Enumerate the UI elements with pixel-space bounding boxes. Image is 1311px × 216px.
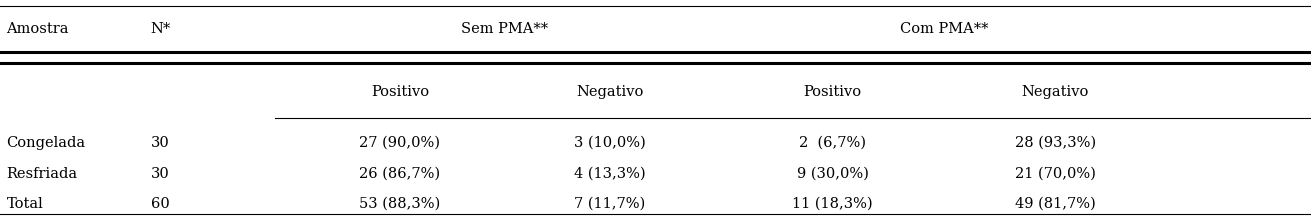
Text: Congelada: Congelada [7,136,85,149]
Text: Negativo: Negativo [1021,85,1089,99]
Text: Amostra: Amostra [7,22,69,36]
Text: Resfriada: Resfriada [7,167,77,181]
Text: Positivo: Positivo [804,85,861,99]
Text: 60: 60 [151,197,169,211]
Text: 53 (88,3%): 53 (88,3%) [359,197,440,211]
Text: 49 (81,7%): 49 (81,7%) [1015,197,1096,211]
Text: Positivo: Positivo [371,85,429,99]
Text: N*: N* [151,22,170,36]
Text: 28 (93,3%): 28 (93,3%) [1015,136,1096,149]
Text: Total: Total [7,197,43,211]
Text: 30: 30 [151,136,169,149]
Text: Com PMA**: Com PMA** [899,22,988,36]
Text: 9 (30,0%): 9 (30,0%) [797,167,868,181]
Text: 2  (6,7%): 2 (6,7%) [798,136,867,149]
Text: 3 (10,0%): 3 (10,0%) [574,136,645,149]
Text: Negativo: Negativo [576,85,644,99]
Text: 21 (70,0%): 21 (70,0%) [1015,167,1096,181]
Text: Sem PMA**: Sem PMA** [461,22,548,36]
Text: 27 (90,0%): 27 (90,0%) [359,136,440,149]
Text: 11 (18,3%): 11 (18,3%) [792,197,873,211]
Text: 7 (11,7%): 7 (11,7%) [574,197,645,211]
Text: 30: 30 [151,167,169,181]
Text: 4 (13,3%): 4 (13,3%) [574,167,645,181]
Text: 26 (86,7%): 26 (86,7%) [359,167,440,181]
